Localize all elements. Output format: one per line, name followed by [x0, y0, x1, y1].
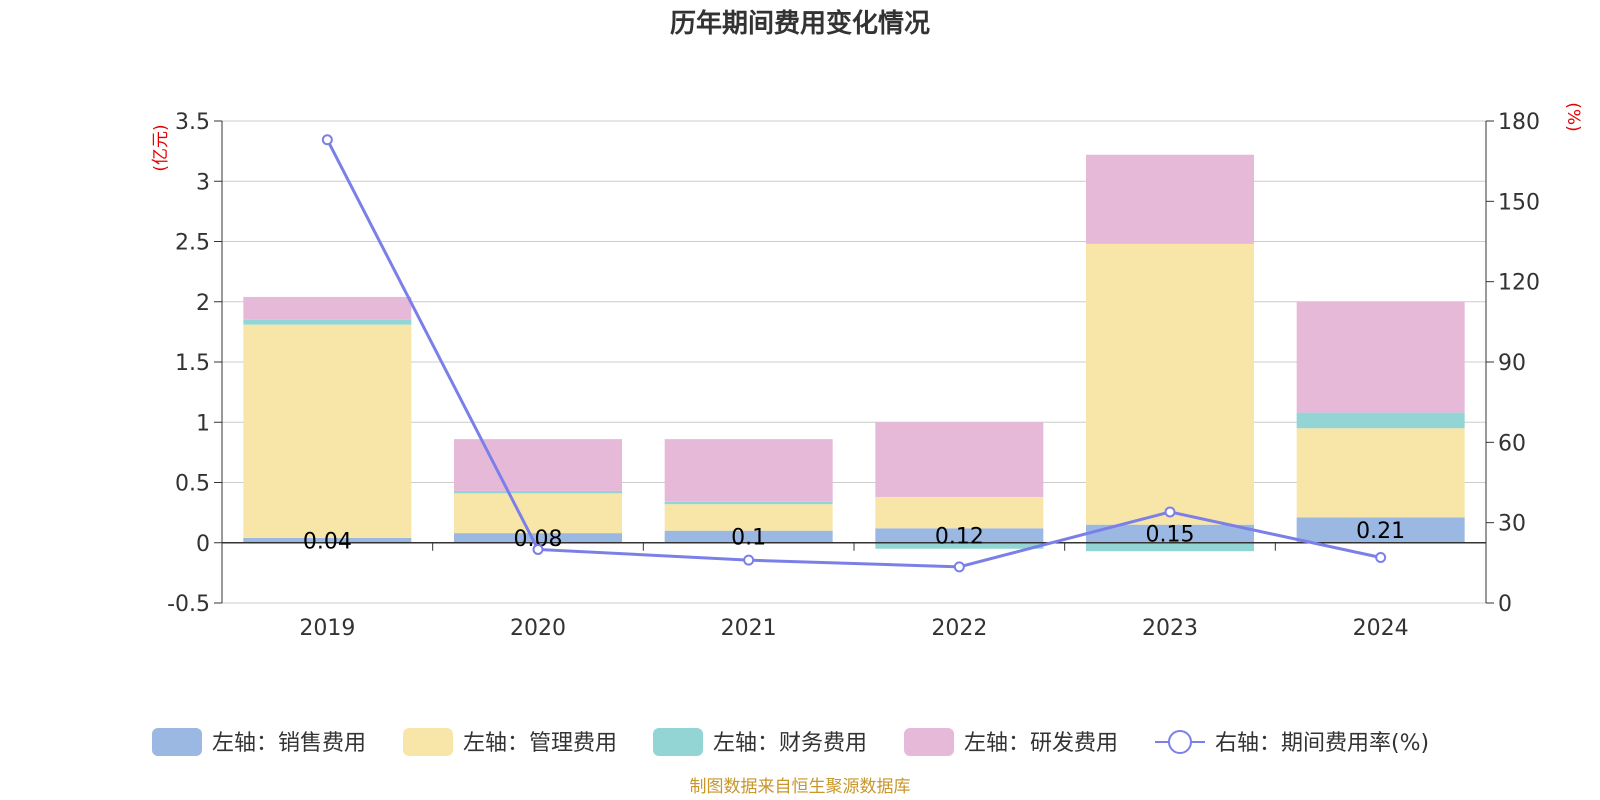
rate-point — [532, 543, 544, 555]
category-label: 2020 — [510, 616, 566, 641]
rate-point — [1375, 551, 1387, 563]
bar-segment — [243, 319, 412, 325]
source-note: 制图数据来自恒生聚源数据库 — [690, 777, 911, 797]
legend-line-marker — [1168, 730, 1192, 754]
bar-segment — [1296, 517, 1465, 543]
bar-segment — [454, 533, 622, 543]
bar-segment — [664, 501, 833, 505]
bar-segment — [1086, 243, 1254, 525]
bar-segment — [875, 422, 1044, 497]
bar-segment — [875, 542, 1044, 549]
right-axis-tick-label: 30 — [1498, 512, 1526, 537]
legend-label: 左轴：财务费用 — [713, 731, 867, 756]
bar-value-label: 0.12 — [935, 525, 984, 550]
legend-label: 左轴：研发费用 — [964, 731, 1118, 756]
left-axis-tick-label: 0 — [196, 532, 210, 557]
right-axis-unit: (%) — [1563, 102, 1583, 131]
legend: 左轴：销售费用 左轴：管理费用 左轴：财务费用 左轴：研发费用 右轴：期间费用率(%) — [152, 728, 1429, 756]
left-axis-tick-label: -0.5 — [167, 592, 210, 617]
category-label: 2021 — [721, 616, 777, 641]
bar-value-label: 0.04 — [303, 529, 352, 554]
left-axis-tick-label: 2.5 — [175, 231, 210, 256]
rate-point — [321, 134, 333, 146]
grid-lines — [222, 120, 1486, 604]
legend-swatch — [904, 728, 954, 756]
right-axis-tick-label: 0 — [1498, 592, 1512, 617]
rate-line-series — [321, 134, 1387, 573]
bar-segment — [243, 324, 412, 538]
axes: -0.5 0 0.5 1 1.5 2 2.5 3 3.5 0 30 60 90 120 150 180 2019… — [167, 110, 1540, 641]
right-axis-tick-label: 90 — [1498, 351, 1526, 376]
right-axis-tick-label: 180 — [1498, 110, 1540, 135]
bar-value-label: 0.21 — [1356, 519, 1405, 544]
category-label: 2022 — [931, 616, 987, 641]
legend-label: 左轴：销售费用 — [212, 731, 366, 756]
left-axis-tick-label: 1.5 — [175, 351, 210, 376]
bar-value-label: 0.15 — [1146, 523, 1195, 548]
left-axis-tick-label: 2 — [196, 291, 210, 316]
legend-swatch — [152, 728, 202, 756]
legend-label: 右轴：期间费用率(%) — [1215, 731, 1429, 756]
bar-segment — [454, 493, 622, 534]
bar-segment — [454, 439, 622, 491]
bar-segment — [1086, 542, 1254, 552]
data-labels: 0.04 0.08 0.1 0.12 0.15 0.21 — [303, 519, 1405, 554]
category-label: 2019 — [299, 616, 355, 641]
bar-segment — [1296, 412, 1465, 429]
left-axis-tick-label: 1 — [196, 411, 210, 436]
category-label: 2023 — [1142, 616, 1198, 641]
rate-point — [1164, 506, 1176, 518]
left-axis-tick-label: 3 — [196, 170, 210, 195]
bar-series — [243, 154, 1465, 552]
right-axis-tick-label: 150 — [1498, 190, 1540, 215]
rate-point — [953, 561, 965, 573]
bar-segment — [1086, 154, 1254, 244]
left-axis-tick-label: 3.5 — [175, 110, 210, 135]
legend-swatch — [653, 728, 703, 756]
bar-segment — [875, 528, 1044, 543]
legend-label: 左轴：管理费用 — [463, 731, 617, 756]
right-axis-tick-label: 120 — [1498, 271, 1540, 296]
bar-segment — [243, 537, 412, 543]
bar-segment — [664, 530, 833, 543]
bar-segment — [664, 504, 833, 531]
bar-segment — [243, 296, 412, 320]
bar-segment — [664, 439, 833, 502]
left-axis-tick-label: 0.5 — [175, 472, 210, 497]
bar-value-label: 0.1 — [731, 526, 766, 551]
category-label: 2024 — [1353, 616, 1409, 641]
bar-segment — [454, 490, 622, 494]
bar-segment — [1086, 524, 1254, 543]
rate-point — [743, 554, 755, 566]
legend-swatch — [403, 728, 453, 756]
bar-segment — [1296, 428, 1465, 518]
left-axis-unit: (亿元) — [151, 124, 171, 171]
rate-line — [325, 139, 1381, 569]
bar-segment — [875, 496, 1044, 529]
right-axis-tick-label: 60 — [1498, 431, 1526, 456]
chart-title: 历年期间费用变化情况 — [670, 8, 930, 39]
bar-segment — [1296, 301, 1465, 413]
